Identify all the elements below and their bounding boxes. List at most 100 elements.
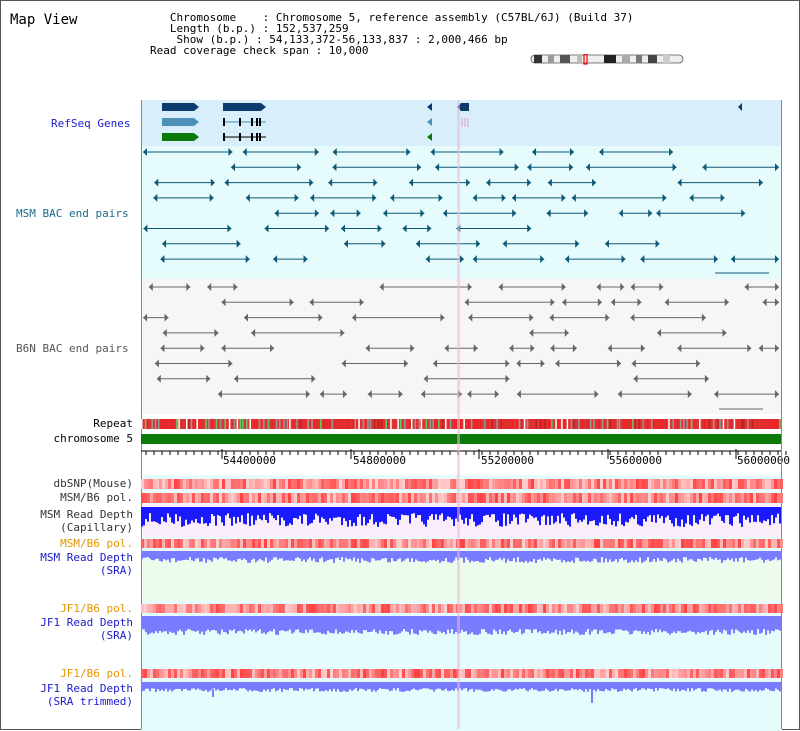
- jf1-depth-trim-bar: [777, 682, 779, 690]
- dbsnp-cell: [408, 479, 411, 489]
- jf1-b6-pol-2-cell: [534, 669, 537, 678]
- jf1-b6-pol-cell: [537, 604, 540, 613]
- msm-bac-pair-end: [621, 255, 626, 264]
- jf1-depth-sra-bar: [249, 616, 251, 630]
- jf1-depth-trim-bar: [227, 682, 229, 691]
- msm-depth-cap-bar: [169, 507, 171, 518]
- jf1-b6-pol-2-cell: [231, 669, 234, 678]
- dbsnp-cell: [348, 479, 351, 489]
- dbsnp-cell: [375, 479, 378, 489]
- jf1-depth-trim-bar: [477, 682, 479, 690]
- msm-depth-cap-bar: [537, 507, 539, 521]
- label-msm-b6-pol: MSM/B6 pol.: [60, 491, 133, 504]
- b6n-bac-pair-end: [605, 313, 610, 322]
- msm-bac-pair-end: [758, 178, 763, 187]
- jf1-depth-sra-bar: [619, 616, 621, 630]
- jf1-depth-trim-bar: [559, 682, 561, 690]
- msm-b6-pol-cell: [297, 493, 300, 503]
- dbsnp-cell: [357, 479, 360, 489]
- msm-depth-sra-bar: [571, 551, 573, 561]
- jf1-depth-sra-bar: [553, 616, 555, 633]
- msm-depth-sra-bar: [209, 551, 211, 561]
- jf1-depth-trim-bar: [551, 682, 553, 691]
- dbsnp-cell: [339, 479, 342, 489]
- msm-b6-pol-cell: [249, 493, 252, 503]
- jf1-b6-pol-2-cell: [282, 669, 285, 678]
- jf1-b6-pol-2-cell: [450, 669, 453, 678]
- jf1-b6-pol-cell: [591, 604, 594, 613]
- msm-depth-sra-bar: [699, 551, 701, 560]
- msm-b6-pol-cell: [219, 493, 222, 503]
- dbsnp-cell: [621, 479, 624, 489]
- jf1-depth-sra-bar: [297, 616, 299, 630]
- msm-bac-pair-end: [330, 209, 335, 218]
- msm-depth-cap-bar: [597, 507, 599, 526]
- jf1-b6-pol-cell: [549, 604, 552, 613]
- b6n-bac-pair-end: [148, 283, 153, 291]
- jf1-depth-sra-bar: [743, 616, 745, 632]
- dbsnp-cell: [153, 479, 156, 489]
- msm-depth-cap-bar: [341, 507, 343, 526]
- jf1-depth-sra-bar: [405, 616, 407, 632]
- msm-depth-cap-bar: [675, 507, 677, 519]
- msm-depth-sra-bar: [235, 551, 237, 562]
- jf1-depth-trim-bar: [639, 682, 641, 690]
- repeat-element: [634, 419, 636, 429]
- jf1-depth-sra-bar: [593, 616, 595, 630]
- msm-b6-pol-2-cell: [546, 539, 549, 548]
- jf1-b6-pol-cell: [426, 604, 429, 613]
- jf1-b6-pol-cell: [243, 604, 246, 613]
- jf1-b6-pol-2-cell: [402, 669, 405, 678]
- jf1-depth-sra-bar: [413, 616, 415, 634]
- jf1-b6-pol-2-cell: [657, 669, 660, 678]
- jf1-depth-sra-bar: [561, 616, 563, 635]
- b6n-bac-pair-end: [659, 283, 664, 291]
- jf1-b6-pol-2-cell: [273, 669, 276, 678]
- b6n-bac-pair-end: [630, 283, 635, 291]
- msm-b6-pol-2-cell: [717, 539, 720, 548]
- repeat-element: [672, 419, 674, 429]
- msm-depth-cap-bar: [653, 507, 655, 516]
- msm-depth-sra-bar: [463, 551, 465, 563]
- jf1-depth-trim-bar: [449, 682, 451, 691]
- jf1-b6-pol-cell: [603, 604, 606, 613]
- msm-bac-pair-end: [343, 239, 348, 248]
- jf1-depth-trim-bar: [439, 682, 441, 689]
- repeat-element: [511, 419, 514, 429]
- msm-depth-cap-bar: [389, 507, 391, 517]
- jf1-depth-sra-bar: [259, 616, 261, 630]
- repeat-element: [751, 419, 754, 429]
- jf1-b6-pol-2-cell: [153, 669, 156, 678]
- dbsnp-cell: [603, 479, 606, 489]
- msm-depth-sra-bar: [709, 551, 711, 558]
- repeat-element: [228, 419, 231, 429]
- jf1-depth-trim-bar: [525, 682, 527, 691]
- b6n-bac-pair-end: [305, 390, 310, 399]
- msm-b6-pol-2-cell: [276, 539, 279, 548]
- jf1-depth-sra-bar: [183, 616, 185, 635]
- b6n-bac-pair-end: [505, 374, 510, 383]
- b6n-bac-pair-end: [164, 313, 169, 322]
- msm-b6-pol-cell: [555, 493, 558, 503]
- msm-depth-sra-bar: [409, 551, 411, 562]
- jf1-b6-pol-cell: [306, 604, 309, 613]
- msm-b6-pol-cell: [315, 493, 318, 503]
- msm-depth-sra-bar: [725, 551, 727, 561]
- dbsnp-cell: [642, 479, 645, 489]
- refseq-gene-arrow: [194, 133, 199, 141]
- msm-depth-sra-bar: [499, 551, 501, 558]
- jf1-b6-pol-2-cell: [618, 669, 621, 678]
- jf1-depth-trim-bar: [683, 682, 685, 690]
- dbsnp-cell: [231, 479, 234, 489]
- jf1-b6-pol-2-cell: [615, 669, 618, 678]
- axis-tick-2: 54800000: [353, 454, 406, 467]
- msm-b6-pol-2-cell: [774, 539, 777, 548]
- jf1-depth-trim-bar: [233, 682, 235, 689]
- msm-bac-pair-end: [210, 178, 215, 187]
- jf1-depth-sra-bar: [165, 616, 167, 632]
- msm-depth-sra-bar: [585, 551, 587, 562]
- chromosome-ideogram[interactable]: [530, 54, 686, 65]
- dbsnp-cell: [537, 479, 540, 489]
- msm-b6-pol-2-cell: [744, 539, 747, 548]
